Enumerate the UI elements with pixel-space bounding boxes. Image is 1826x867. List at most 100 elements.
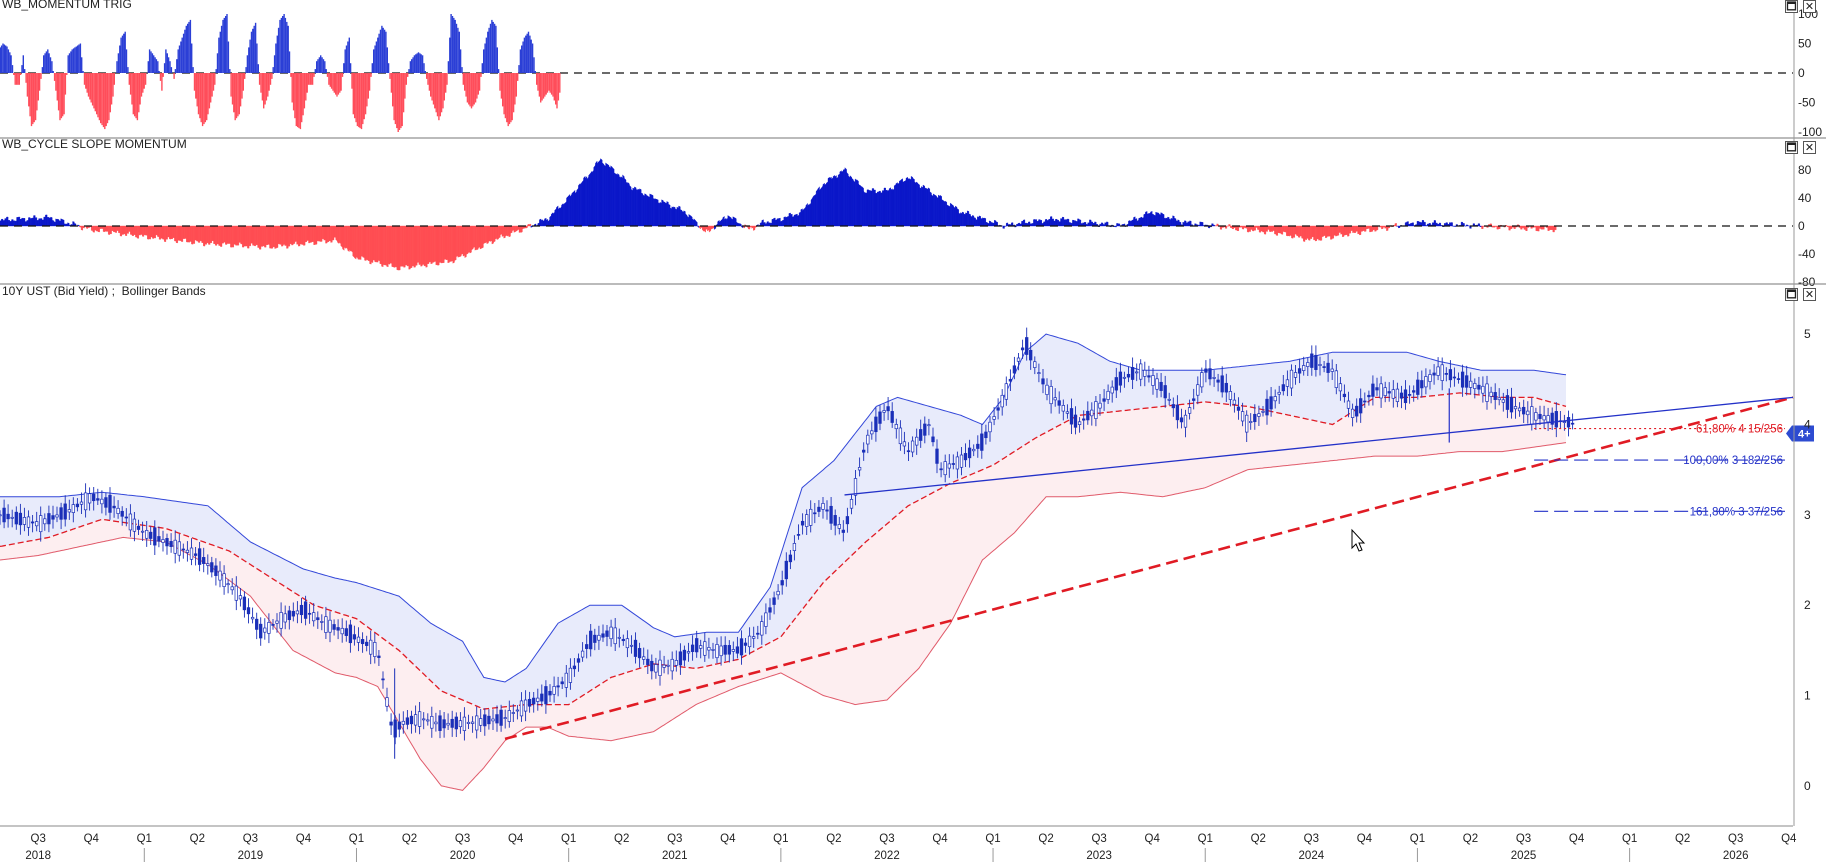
candle-body [1380, 384, 1383, 398]
cycle-area-segment [1037, 221, 1039, 226]
cycle-area-segment [546, 219, 548, 226]
cycle-area-segment [40, 219, 42, 227]
cycle-area-segment [735, 218, 737, 226]
cycle-area-segment [332, 226, 334, 240]
maximize-pane-button[interactable]: 🗖 [1785, 288, 1798, 301]
cycle-area-segment [178, 226, 180, 241]
cycle-area-segment [368, 226, 370, 261]
cycle-area-segment [1091, 222, 1093, 226]
candle-body [1005, 384, 1008, 400]
candle-body [264, 628, 267, 632]
cycle-area-segment [1022, 221, 1024, 226]
cycle-area-segment [174, 226, 176, 241]
cycle-area-segment [1033, 219, 1035, 226]
cycle-area-segment [378, 226, 380, 261]
cycle-area-segment [633, 188, 635, 226]
cycle-area-segment [838, 174, 840, 226]
cycle-area-segment [1322, 226, 1324, 237]
cycle-area-segment [215, 226, 217, 245]
cycle-area-segment [365, 226, 367, 261]
maximize-pane-button[interactable]: 🗖 [1785, 0, 1798, 13]
cycle-area-segment [1200, 222, 1202, 226]
cycle-area-segment [1534, 226, 1536, 227]
cycle-area-segment [59, 221, 61, 226]
cycle-area-segment [412, 226, 414, 266]
cycle-area-segment [597, 162, 599, 227]
candle-body [1001, 395, 1004, 407]
cycle-area-segment [1521, 226, 1523, 229]
cycle-area-segment [677, 207, 679, 226]
cycle-area-segment [752, 226, 754, 228]
close-pane-button[interactable]: ✕ [1803, 141, 1816, 154]
candle-body [712, 649, 715, 650]
cycle-area-segment [239, 226, 241, 243]
candle-body [1025, 338, 1028, 355]
cycle-area-segment [81, 226, 83, 230]
cycle-area-segment [979, 216, 981, 226]
cycle-area-segment [1439, 223, 1441, 226]
candle-body [378, 656, 381, 658]
candle-body [1437, 367, 1440, 376]
cycle-area-segment [1055, 219, 1057, 226]
cycle-area-segment [156, 226, 158, 235]
quarter-tick-label: Q4 [932, 833, 948, 845]
cycle-area-segment [266, 226, 268, 245]
candle-body [1539, 414, 1542, 418]
cycle-area-segment [37, 220, 39, 226]
cycle-area-segment [147, 226, 149, 239]
cycle-area-segment [1307, 226, 1309, 239]
cycle-area-segment [1089, 220, 1091, 226]
cycle-area-segment [327, 226, 329, 242]
candle-body [915, 437, 918, 445]
cycle-area-segment [1319, 226, 1321, 240]
candle-body [321, 621, 324, 622]
candle-body [1522, 407, 1525, 414]
cycle-area-segment [210, 226, 212, 243]
close-pane-button[interactable]: ✕ [1803, 288, 1816, 301]
cycle-area-segment [1066, 220, 1068, 227]
cycle-area-segment [200, 226, 202, 241]
cycle-area-segment [1072, 220, 1074, 226]
maximize-pane-button[interactable]: 🗖 [1785, 141, 1798, 154]
candle-body [630, 645, 633, 646]
candle-body [956, 457, 959, 469]
cycle-area-segment [1548, 226, 1550, 231]
cycle-area-segment [977, 217, 979, 226]
cycle-area-segment [61, 219, 63, 226]
cycle-area-segment [577, 188, 579, 226]
candle-body [622, 639, 625, 640]
candle-body [312, 613, 315, 621]
cycle-area-segment [847, 172, 849, 226]
cycle-area-segment [453, 226, 455, 263]
candle-body [1563, 422, 1566, 423]
candle-body [1400, 393, 1403, 398]
cycle-area-segment [130, 226, 132, 235]
cycle-area-segment [606, 163, 608, 226]
cycle-area-segment [971, 216, 973, 226]
cycle-area-segment [589, 174, 591, 227]
candle-body [1388, 392, 1391, 394]
cycle-area-segment [264, 226, 266, 247]
candle-body [178, 542, 181, 555]
cycle-area-segment [1152, 214, 1154, 226]
cycle-area-segment [1241, 226, 1243, 227]
cycle-area-segment [195, 226, 197, 240]
cycle-area-segment [769, 223, 771, 226]
candle-body [308, 613, 311, 614]
cycle-area-segment [994, 220, 996, 226]
cycle-area-segment [47, 217, 49, 226]
cycle-area-segment [1434, 220, 1436, 226]
candle-body [1474, 383, 1477, 388]
close-pane-button[interactable]: ✕ [1803, 0, 1816, 13]
candle-body [1176, 405, 1179, 420]
cycle-area-segment [837, 177, 839, 226]
year-label: 2021 [662, 850, 688, 862]
cycle-area-segment [1273, 226, 1275, 231]
candle-body [76, 504, 79, 507]
